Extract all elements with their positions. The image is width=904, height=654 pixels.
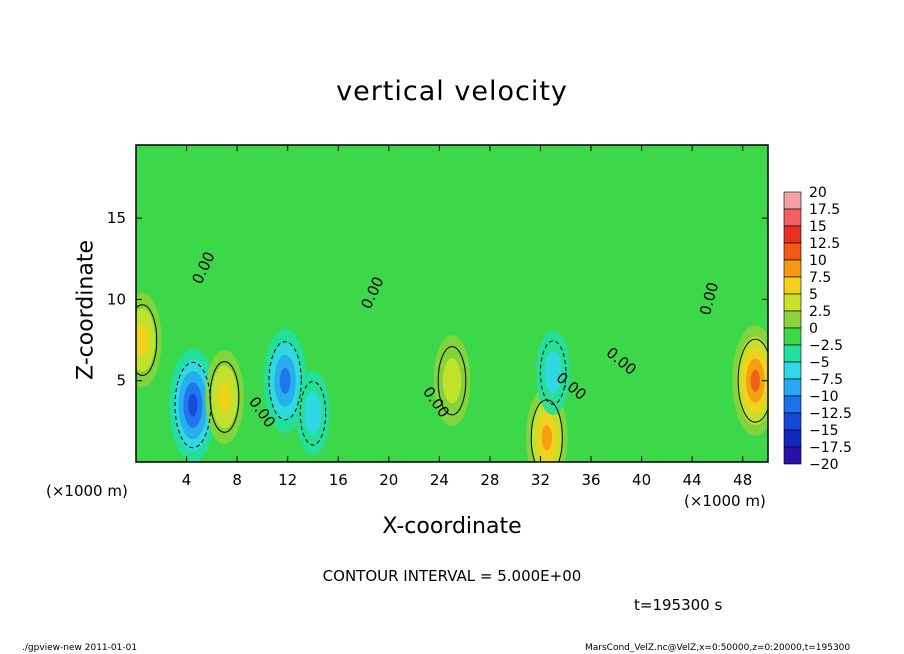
x-tick-label: 24 (430, 471, 449, 489)
colorbar-label: 0 (809, 321, 818, 337)
field-blob-1-ring-2 (218, 381, 231, 413)
x-tick-label: 20 (379, 471, 398, 489)
x-tick-label: 28 (480, 471, 499, 489)
field-blob-3-ring-1 (304, 392, 322, 435)
x-tick-label: 8 (232, 471, 242, 489)
colorbar-box (783, 429, 802, 448)
plot-frame (135, 144, 769, 463)
field-blob-7-ring-4 (750, 369, 760, 392)
contour-ring-2 (268, 341, 302, 421)
field-blob-5-ring-3 (541, 425, 552, 451)
contour-ring-1 (209, 361, 240, 433)
colorbar-box (783, 327, 802, 346)
field-layer (136, 292, 768, 462)
x-tick-label: 16 (329, 471, 348, 489)
contour-ring-3 (299, 381, 327, 446)
x-tick-label: 32 (531, 471, 550, 489)
colorbar-label: −7.5 (809, 372, 843, 388)
colorbar-box (783, 361, 802, 380)
colorbar: 2017.51512.5107.552.50−2.5−5−7.5−10−12.5… (783, 185, 852, 473)
colorbar-label: −12.5 (809, 406, 852, 422)
footer-program: ./gpview-new 2011-01-01 (22, 643, 138, 653)
x-axis-unit: (×1000 m) (684, 492, 766, 510)
colorbar-label: −20 (809, 457, 839, 473)
colorbar-box (783, 259, 802, 278)
colorbar-label: 12.5 (809, 236, 840, 252)
colorbar-label: 20 (809, 185, 827, 201)
time-label: t=195300 s (634, 596, 723, 614)
x-tick-label: 40 (632, 471, 651, 489)
colorbar-box (783, 242, 802, 261)
colorbar-box (783, 293, 802, 312)
colorbar-label: 15 (809, 219, 827, 235)
y-tick-label: 5 (116, 372, 126, 390)
x-tick-label: 4 (182, 471, 192, 489)
colorbar-box (783, 378, 802, 397)
field-blob-2-ring-3 (279, 367, 291, 394)
colorbar-label: −15 (809, 423, 839, 439)
colorbar-box (783, 344, 802, 363)
y-tick-label: 10 (107, 290, 126, 308)
footer-source: MarsCond_VelZ.nc@VelZ,x=0:50000,z=0:2000… (585, 643, 851, 653)
x-tick-label: 36 (581, 471, 600, 489)
y-tick-label: 15 (107, 209, 126, 227)
contour-ring-6 (539, 340, 567, 405)
x-tick-label: 12 (278, 471, 297, 489)
contour-ring-8 (136, 304, 158, 376)
contour-ring-7 (737, 338, 768, 423)
x-tick-label: 44 (683, 471, 702, 489)
colorbar-label: 17.5 (809, 202, 840, 218)
contour-ring-4 (437, 346, 467, 416)
colorbar-box (783, 412, 802, 431)
contour-layer (136, 304, 768, 462)
colorbar-label: −5 (809, 355, 830, 371)
plot-area (136, 145, 768, 462)
colorbar-box (783, 276, 802, 295)
colorbar-label: −2.5 (809, 338, 843, 354)
colorbar-box (783, 208, 802, 227)
colorbar-label: −17.5 (809, 440, 852, 456)
y-axis-unit: (×1000 m) (46, 482, 128, 500)
colorbar-label: 2.5 (809, 304, 831, 320)
colorbar-label: 5 (809, 287, 818, 303)
colorbar-box (783, 225, 802, 244)
colorbar-box (783, 395, 802, 414)
chart-title: vertical velocity (336, 76, 568, 107)
x-tick-label: 48 (733, 471, 752, 489)
colorbar-box (783, 446, 802, 465)
field-blob-6-ring-1 (544, 351, 562, 394)
colorbar-label: −10 (809, 389, 839, 405)
x-axis-label: X-coordinate (382, 514, 522, 539)
field-blob-0-ring-4 (188, 393, 198, 417)
colorbar-label: 7.5 (809, 270, 831, 286)
contour-interval-label: CONTOUR INTERVAL = 5.000E+00 (322, 567, 582, 585)
colorbar-box (783, 310, 802, 329)
colorbar-box (783, 191, 802, 210)
field-blob-8-ring-2 (136, 324, 149, 356)
field-blob-4-ring-1 (442, 357, 462, 404)
colorbar-label: 10 (809, 253, 827, 269)
